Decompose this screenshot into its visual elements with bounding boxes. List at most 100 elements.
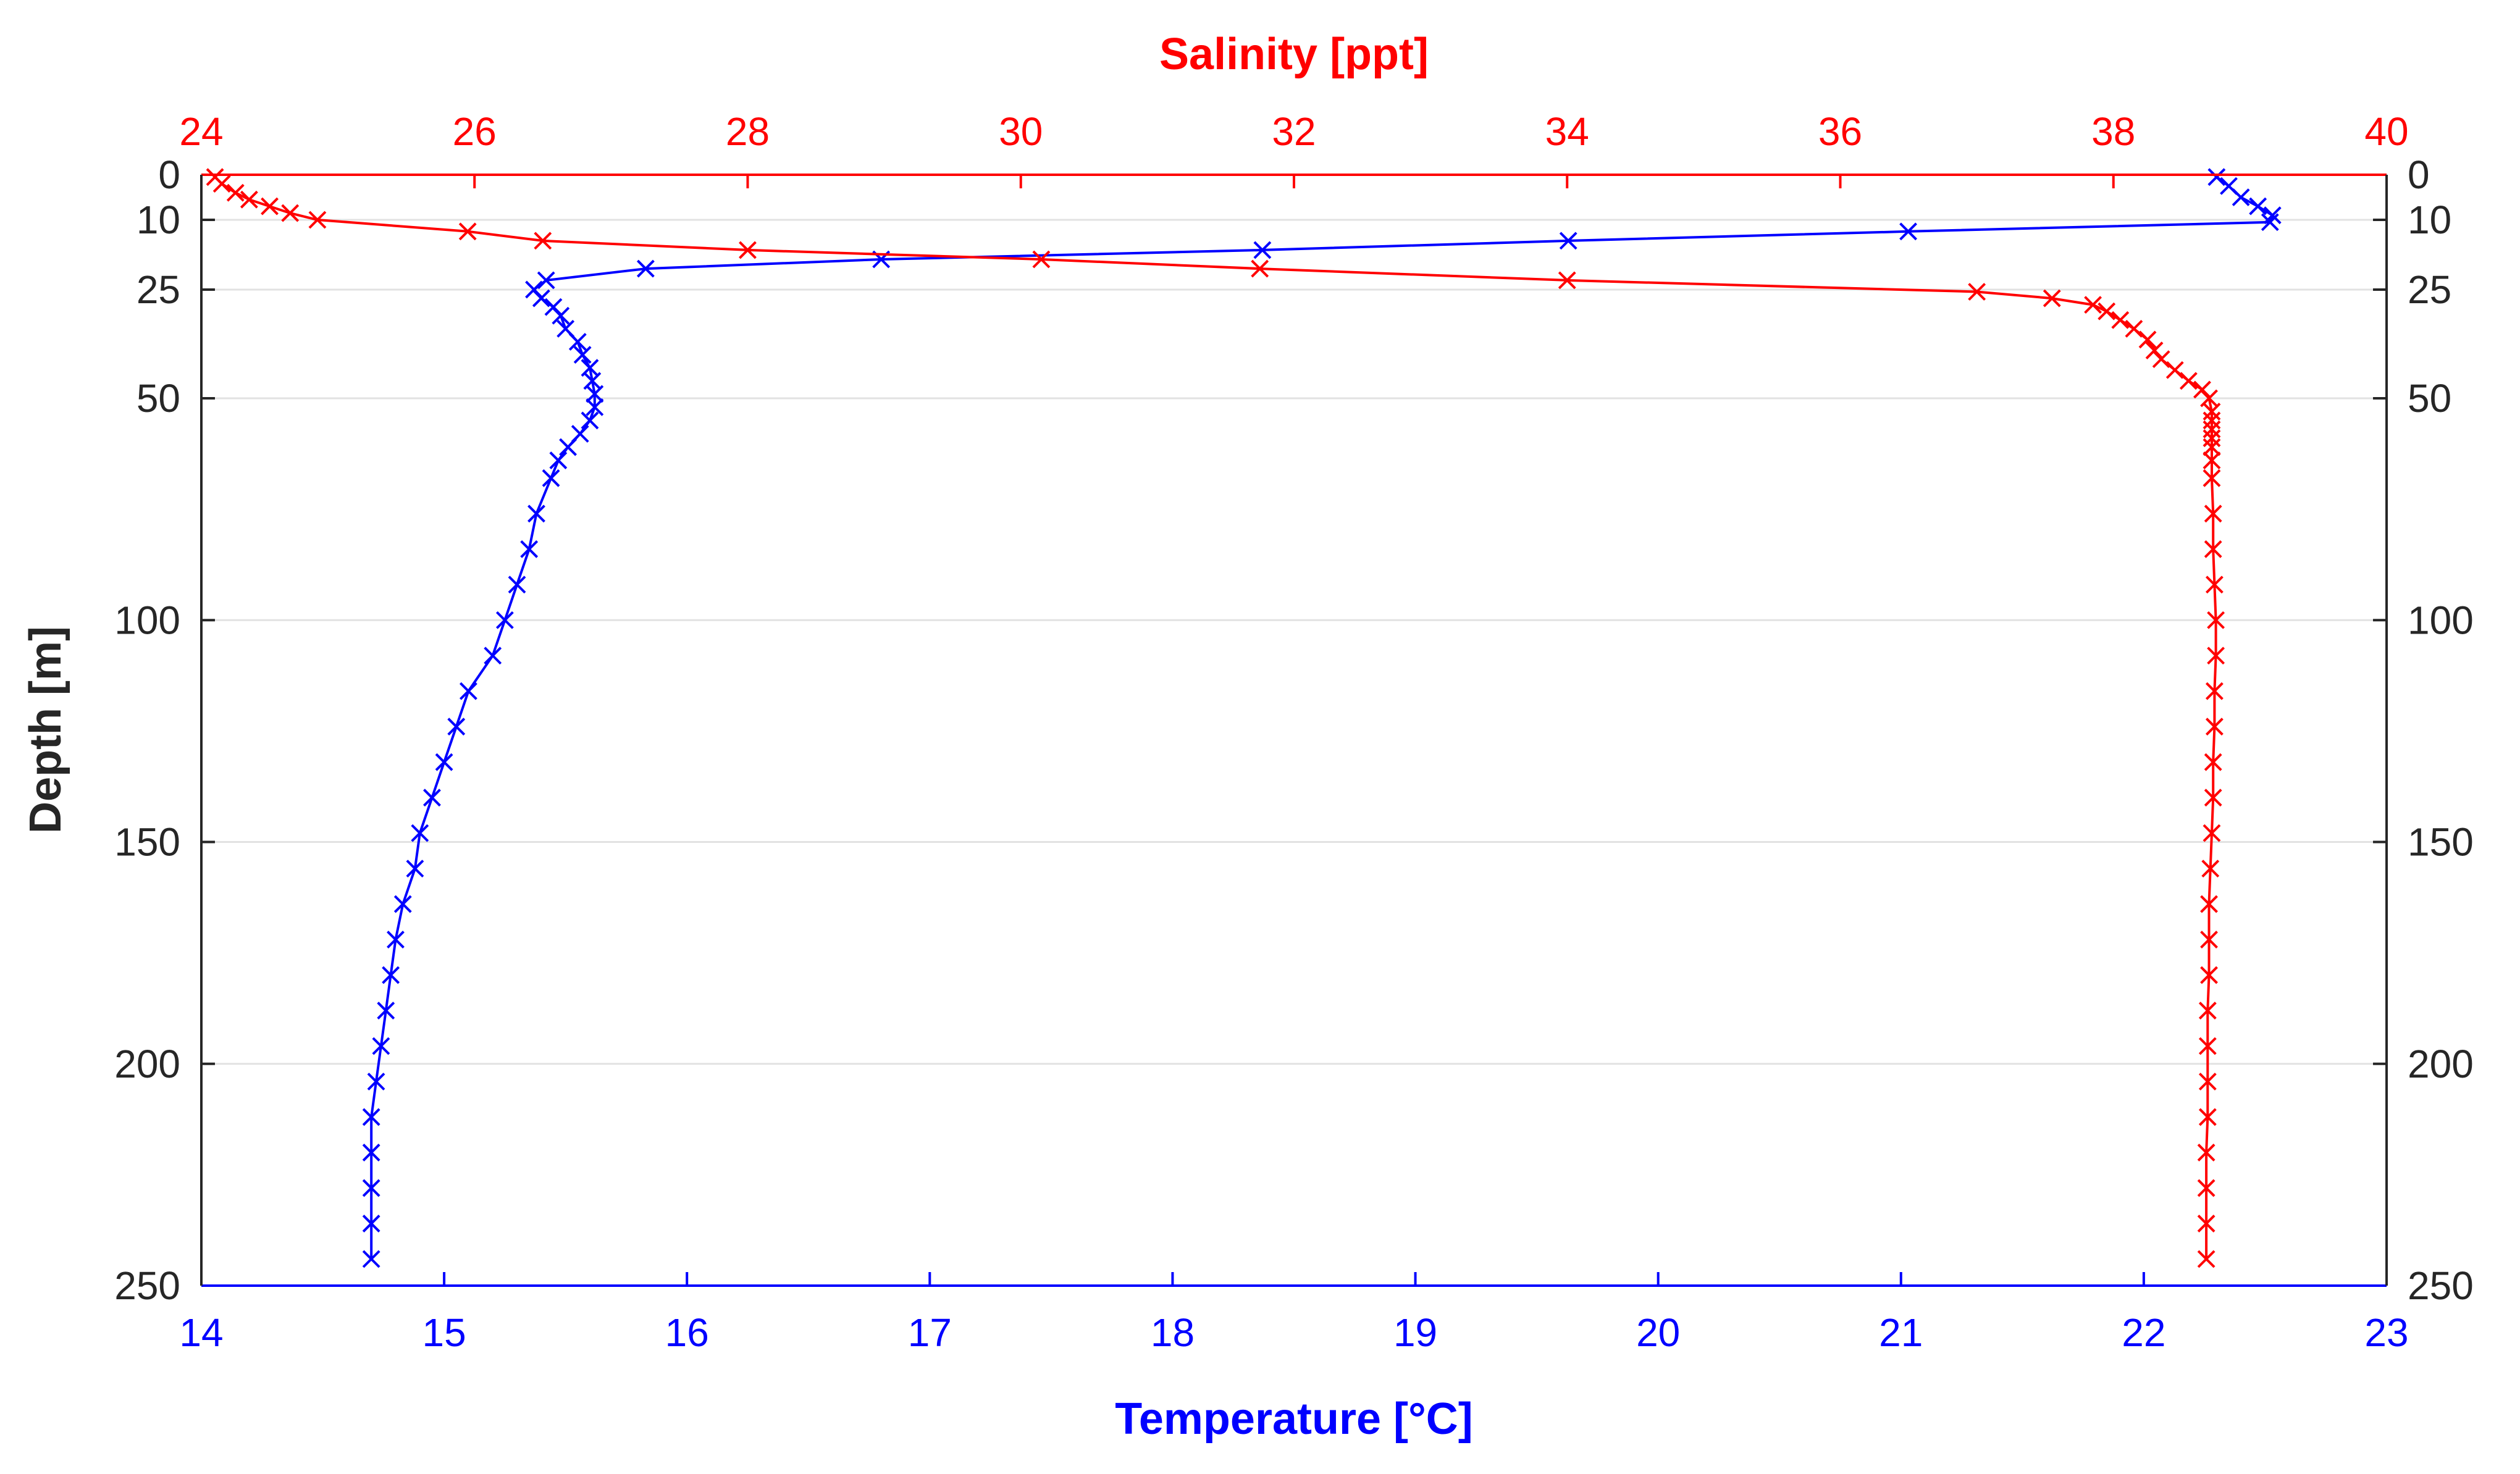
temperature-point-1-stroke-b bbox=[2220, 177, 2238, 195]
salinity-point-38 bbox=[2205, 682, 2224, 700]
salinity-point-9-stroke-b bbox=[739, 241, 757, 259]
temperature-point-46 bbox=[362, 1144, 380, 1162]
salinity-point-20 bbox=[2145, 341, 2164, 359]
salinity-point-17-stroke-b bbox=[2111, 311, 2130, 329]
temperature-point-13-stroke-b bbox=[532, 289, 550, 308]
salinity-point-24 bbox=[2193, 380, 2211, 399]
left-tick-label-50: 50 bbox=[136, 376, 180, 421]
salinity-point-34 bbox=[2204, 540, 2222, 558]
salinity-point-37-stroke-b bbox=[2207, 647, 2225, 665]
left-tick-label-0: 0 bbox=[158, 153, 180, 197]
salinity-point-16-stroke-b bbox=[2098, 302, 2116, 320]
salinity-point-37 bbox=[2207, 647, 2225, 665]
temperature-point-18-stroke-b bbox=[573, 346, 592, 364]
salinity-point-12-stroke-b bbox=[1558, 271, 1576, 290]
temperature-point-39 bbox=[393, 895, 412, 913]
salinity-point-43-stroke-b bbox=[2201, 860, 2220, 878]
salinity-point-24-stroke-b bbox=[2193, 380, 2211, 399]
salinity-point-46 bbox=[2200, 966, 2218, 984]
temperature-point-33 bbox=[460, 682, 477, 700]
temperature-point-2 bbox=[2232, 188, 2250, 206]
salinity-point-49-stroke-b bbox=[2198, 1073, 2217, 1091]
salinity-point-1-stroke-b bbox=[212, 175, 231, 193]
temperature-point-44 bbox=[367, 1073, 385, 1091]
temperature-point-41-stroke-b bbox=[382, 966, 400, 984]
bottom-tick-label-23: 23 bbox=[2364, 1310, 2408, 1355]
temperature-point-28 bbox=[527, 505, 545, 523]
salinity-point-10-stroke-b bbox=[1032, 250, 1051, 269]
salinity-point-41 bbox=[2204, 789, 2222, 807]
salinity-point-53-stroke-b bbox=[2197, 1214, 2216, 1233]
temperature-point-34-stroke-b bbox=[447, 718, 466, 736]
salinity-point-49 bbox=[2198, 1073, 2217, 1091]
temperature-point-10 bbox=[636, 259, 655, 278]
salinity-point-42-stroke-b bbox=[2203, 824, 2221, 842]
right-tick-label-150: 150 bbox=[2408, 820, 2474, 865]
temperature-point-30-stroke-b bbox=[508, 576, 526, 594]
temperature-point-0 bbox=[2207, 168, 2226, 186]
temperature-point-42 bbox=[377, 1002, 395, 1020]
temperature-point-23-stroke-b bbox=[581, 411, 599, 430]
salinity-point-40-stroke-b bbox=[2204, 753, 2222, 771]
salinity-point-6 bbox=[308, 211, 327, 229]
temperature-point-27 bbox=[542, 469, 560, 487]
temperature-point-17-stroke-b bbox=[568, 333, 587, 351]
temperature-point-47-stroke-b bbox=[362, 1179, 380, 1197]
temperature-point-37-stroke-b bbox=[411, 824, 429, 842]
salinity-point-48 bbox=[2198, 1037, 2217, 1055]
salinity-point-11 bbox=[1251, 259, 1269, 278]
temperature-point-46-stroke-b bbox=[362, 1144, 380, 1162]
salinity-point-3 bbox=[240, 190, 258, 209]
temperature-point-33-stroke-b bbox=[460, 682, 477, 700]
temperature-point-44-stroke-b bbox=[367, 1073, 385, 1091]
salinity-point-35 bbox=[2205, 576, 2224, 594]
salinity-point-34-stroke-b bbox=[2204, 540, 2222, 558]
salinity-point-15 bbox=[2084, 296, 2102, 314]
salinity-point-42 bbox=[2203, 824, 2221, 842]
salinity-point-45-stroke-b bbox=[2200, 931, 2218, 948]
temperature-point-17 bbox=[568, 333, 587, 351]
temperature-point-15-stroke-b bbox=[552, 306, 570, 325]
salinity-point-26 bbox=[2203, 403, 2221, 421]
salinity-point-5 bbox=[281, 204, 300, 222]
temperature-point-13 bbox=[532, 289, 550, 308]
temperature-point-35 bbox=[435, 753, 453, 771]
temperature-point-43-stroke-b bbox=[372, 1037, 390, 1055]
salinity-point-5-stroke-b bbox=[281, 204, 300, 222]
salinity-point-23-stroke-b bbox=[2179, 372, 2198, 390]
grid-lines bbox=[201, 219, 2387, 1065]
salinity-point-33-stroke-b bbox=[2204, 505, 2222, 523]
temperature-point-0-stroke-b bbox=[2207, 168, 2226, 186]
temperature-point-36-stroke-b bbox=[423, 789, 441, 807]
salinity-point-2-stroke-b bbox=[226, 183, 245, 202]
temperature-point-47 bbox=[362, 1179, 380, 1197]
salinity-point-46-stroke-b bbox=[2200, 966, 2218, 984]
temperature-point-48-stroke-b bbox=[362, 1214, 380, 1233]
plot-area bbox=[201, 175, 2387, 1286]
salinity-point-23 bbox=[2179, 372, 2198, 390]
temperature-point-48 bbox=[362, 1214, 380, 1233]
right-tick-label-200: 200 bbox=[2408, 1042, 2474, 1086]
left-tick-label-200: 200 bbox=[114, 1042, 180, 1086]
temperature-point-43 bbox=[372, 1037, 390, 1055]
salinity-point-21-stroke-b bbox=[2152, 350, 2170, 369]
temperature-point-22 bbox=[586, 398, 604, 416]
salinity-point-1 bbox=[212, 175, 231, 193]
depth-axis-title: Depth [m] bbox=[21, 626, 70, 834]
left-tick-label-25: 25 bbox=[136, 267, 180, 312]
temperature-point-6-stroke-b bbox=[1899, 222, 1917, 241]
salinity-point-41-stroke-b bbox=[2204, 789, 2222, 807]
salinity-point-44-stroke-b bbox=[2200, 895, 2218, 913]
temperature-point-18 bbox=[573, 346, 592, 364]
temperature-point-2-stroke-b bbox=[2232, 188, 2250, 206]
salinity-point-8-stroke-b bbox=[534, 232, 552, 250]
temperature-point-49 bbox=[362, 1250, 380, 1268]
temperature-point-42-stroke-b bbox=[377, 1002, 395, 1020]
salinity-point-52-stroke-b bbox=[2197, 1179, 2216, 1197]
salinity-point-2 bbox=[226, 183, 245, 202]
temperature-point-3-stroke-b bbox=[2249, 197, 2267, 216]
top-tick-label-26: 26 bbox=[453, 109, 497, 154]
temperature-point-16-stroke-b bbox=[556, 319, 575, 338]
temperature-point-22-stroke-b bbox=[586, 398, 604, 416]
